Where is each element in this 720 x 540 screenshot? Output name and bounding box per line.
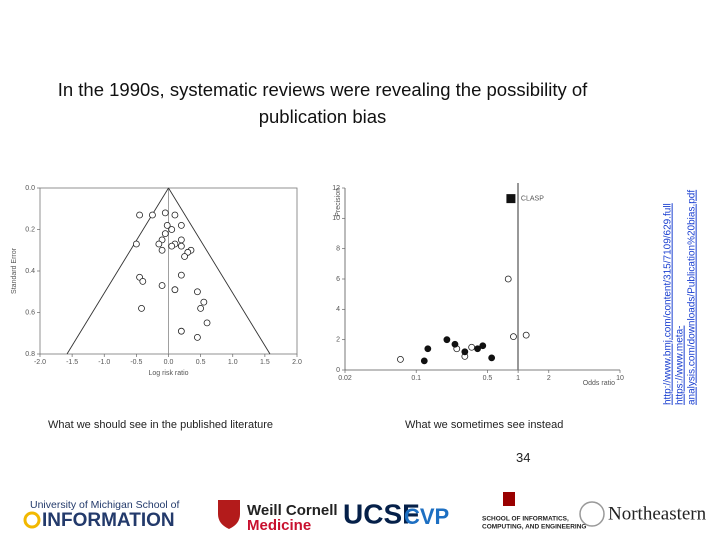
x-tick-label: 0.02 <box>338 375 352 382</box>
point <box>177 242 185 250</box>
logo-text: Weill Cornell <box>247 502 338 519</box>
funnel-line <box>168 187 271 355</box>
x-tick-label: 1.5 <box>260 359 270 366</box>
point <box>479 342 487 350</box>
point <box>177 271 185 279</box>
url-block: http://www.bmj.com/content/315/7109/629.… <box>663 190 698 405</box>
logo-iu: SCHOOL OF INFORMATICS, COMPUTING, AND EN… <box>482 492 587 531</box>
point <box>200 298 208 306</box>
x-tick-label: 0.0 <box>164 359 174 366</box>
caption: What we sometimes see instead <box>405 419 564 431</box>
logo-text: SCHOOL OF INFORMATICS, <box>482 516 569 523</box>
point <box>451 340 459 348</box>
point <box>168 226 176 233</box>
logo-seal <box>579 501 605 527</box>
x-tick-label: 1.0 <box>228 359 238 366</box>
x-axis-label: Log risk ratio <box>148 370 188 377</box>
point <box>161 230 169 238</box>
url: analysis.com/downloads/Publication%20bia… <box>687 190 698 405</box>
y-tick-label: 0.8 <box>25 351 35 358</box>
y-tick-label: 0 <box>336 367 340 374</box>
y-tick-label: 0.0 <box>25 185 35 192</box>
y-axis-label: Precision <box>335 188 342 217</box>
point <box>177 327 185 335</box>
point <box>504 275 512 283</box>
x-tick-label: 10 <box>616 375 624 382</box>
point <box>197 304 205 312</box>
url: https://www.meta- <box>675 326 686 405</box>
y-tick-label: 4 <box>336 306 340 313</box>
point <box>136 211 143 219</box>
y-tick-label: 6 <box>336 276 340 283</box>
x-tick-label: 1 <box>516 375 520 382</box>
logo-umich: University of Michigan School of INFORMA… <box>23 499 179 531</box>
y-tick-label: 12 <box>332 185 340 192</box>
x-tick-label: -0.5 <box>130 359 142 366</box>
point <box>522 331 530 339</box>
y-tick-label: 0.4 <box>25 268 35 275</box>
point <box>468 343 476 351</box>
point <box>194 333 201 341</box>
point <box>177 221 185 229</box>
page-number: 34 <box>516 450 531 465</box>
point <box>506 194 516 204</box>
logo-text: COMPUTING, AND ENGINEERING <box>482 524 587 531</box>
x-tick-label: 2 <box>547 375 551 382</box>
point-label: CLASP <box>521 195 544 202</box>
x-tick-label: 0.1 <box>411 375 421 382</box>
point <box>488 354 496 362</box>
point <box>194 288 201 296</box>
logo-northeastern: Northeastern <box>608 503 707 524</box>
logo-text: INFORMATION <box>42 510 175 531</box>
point <box>158 282 166 289</box>
y-axis-label: Standard Error <box>11 247 18 294</box>
url: http://www.bmj.com/content/315/7109/629.… <box>663 203 674 405</box>
x-tick-label: 0.5 <box>483 375 493 382</box>
point <box>168 242 176 250</box>
point <box>149 211 156 219</box>
logo-text: Medicine <box>247 517 311 534</box>
x-tick-label: -1.0 <box>98 359 110 366</box>
logo-cvp: CVP <box>404 504 449 529</box>
point <box>443 336 451 344</box>
point <box>177 236 185 244</box>
point <box>397 355 404 363</box>
point <box>461 348 469 356</box>
point <box>132 240 140 248</box>
logo-icon <box>218 500 240 529</box>
y-tick-label: 2 <box>336 337 340 344</box>
x-tick-label: -1.5 <box>66 359 78 366</box>
point <box>139 277 147 285</box>
x-tick-label: -2.0 <box>34 359 46 366</box>
point <box>158 246 166 254</box>
point <box>474 345 481 353</box>
y-tick-label: 10 <box>332 215 340 222</box>
logo-text: University of Michigan School of <box>30 499 179 511</box>
logo-ucsf: UCSF <box>343 498 419 529</box>
point <box>171 286 179 294</box>
y-tick-label: 8 <box>336 246 340 253</box>
caption: What we should see in the published lite… <box>48 419 274 431</box>
logo-icon <box>503 492 515 506</box>
point <box>203 319 211 327</box>
point <box>171 211 179 219</box>
point <box>510 333 517 341</box>
y-tick-label: 0.6 <box>25 309 35 316</box>
point <box>420 357 428 365</box>
point <box>161 209 169 217</box>
point <box>181 253 188 260</box>
slide-title: In the 1990s, systematic reviews were re… <box>57 79 588 127</box>
point <box>163 221 171 229</box>
x-tick-label: 2.0 <box>292 359 302 366</box>
x-tick-label: 0.5 <box>196 359 206 366</box>
point <box>155 240 163 248</box>
y-tick-label: 0.2 <box>25 226 35 233</box>
x-axis-label: Odds ratio <box>583 380 615 387</box>
logo-icon <box>23 511 41 529</box>
point <box>138 304 145 312</box>
logo-weill: Weill Cornell Medicine <box>218 500 338 534</box>
point <box>424 345 432 353</box>
